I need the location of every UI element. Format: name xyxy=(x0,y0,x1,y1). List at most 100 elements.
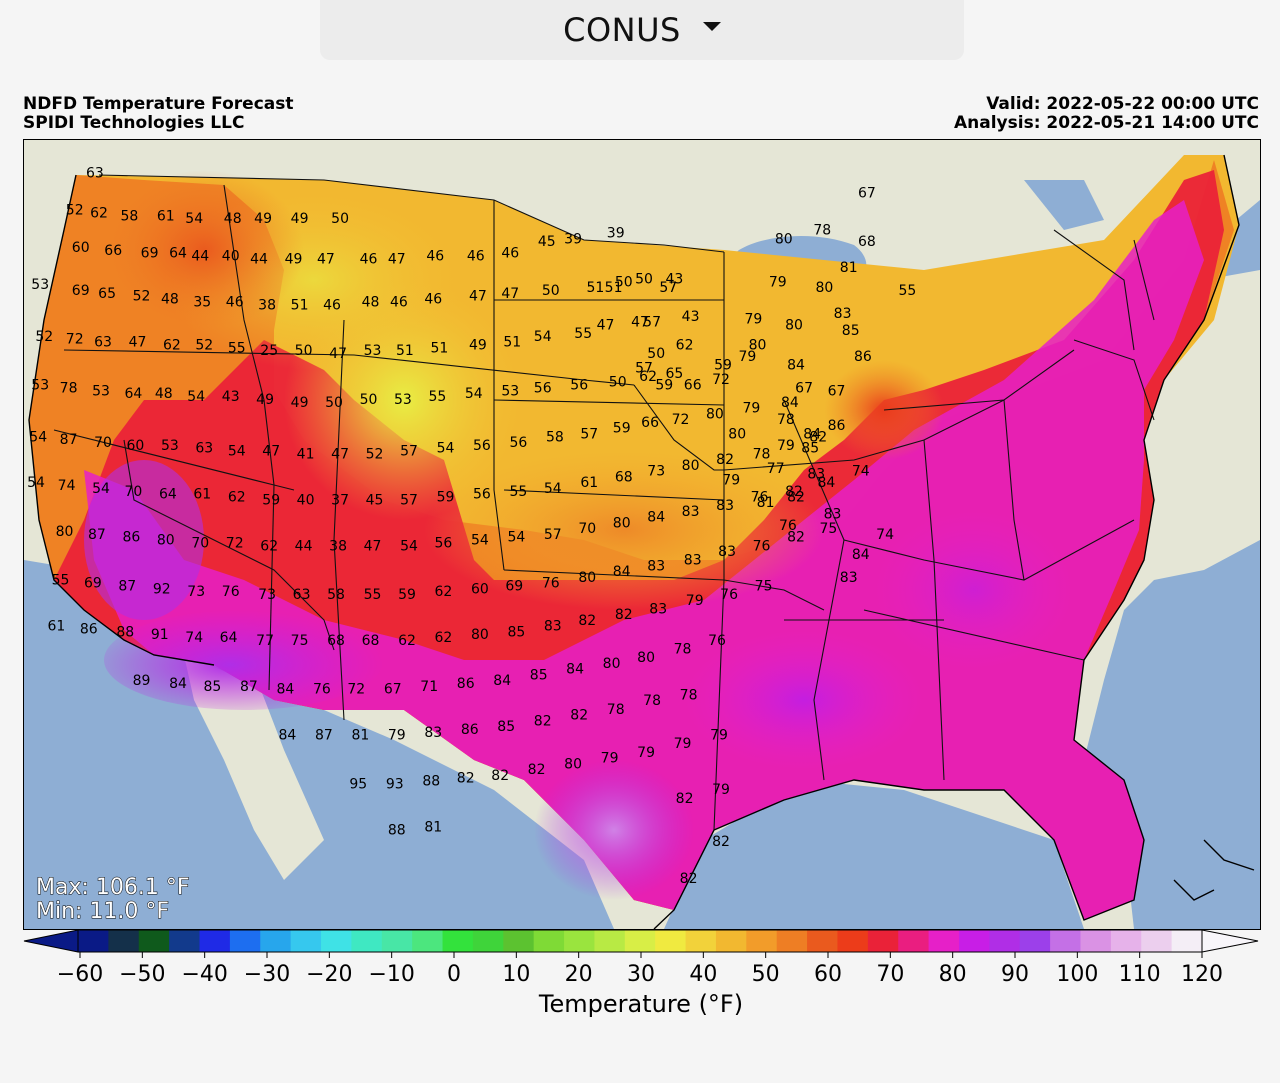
colorbar-cell xyxy=(442,930,474,952)
temperature-value: 80 xyxy=(706,406,724,422)
temperature-value: 80 xyxy=(564,756,582,772)
temperature-value: 68 xyxy=(858,234,876,250)
temperature-value: 46 xyxy=(226,294,244,310)
temperature-value: 73 xyxy=(187,584,205,600)
temperature-value: 59 xyxy=(714,358,732,374)
temperature-value: 82 xyxy=(676,791,694,807)
colorbar-cell xyxy=(685,930,717,952)
temperature-value: 55 xyxy=(52,573,70,589)
temperature-value: 46 xyxy=(390,294,408,310)
region-dropdown[interactable]: CONUS xyxy=(320,0,964,60)
temperature-value: 60 xyxy=(126,438,144,454)
temperature-value: 48 xyxy=(155,386,173,402)
temperature-value: 54 xyxy=(465,386,483,402)
temperature-value: 84 xyxy=(817,475,835,491)
colorbar-tick-label: 60 xyxy=(814,962,842,987)
temperature-value: 37 xyxy=(331,492,349,508)
colorbar-tick-label: 0 xyxy=(447,962,461,987)
temperature-value: 81 xyxy=(757,495,775,511)
temperature-value: 47 xyxy=(129,335,147,351)
temperature-value: 62 xyxy=(90,206,108,222)
temperature-value: 83 xyxy=(840,570,858,586)
temperature-value: 84 xyxy=(278,728,296,744)
temperature-value: 83 xyxy=(649,601,667,617)
temperature-value: 54 xyxy=(437,441,455,457)
temperature-value: 55 xyxy=(509,484,527,500)
colorbar-cell xyxy=(351,930,383,952)
temperature-value: 47 xyxy=(331,447,349,463)
temperature-value: 82 xyxy=(491,768,509,784)
temperature-value: 80 xyxy=(578,570,596,586)
temperature-value: 84 xyxy=(852,547,870,563)
temperature-value: 47 xyxy=(597,317,615,333)
temperature-value: 86 xyxy=(461,722,479,738)
colorbar-tick-label: 50 xyxy=(752,962,780,987)
colorbar-cell xyxy=(199,930,231,952)
temperature-value: 66 xyxy=(684,378,702,394)
colorbar-tick-label: 110 xyxy=(1119,962,1161,987)
temperature-value: 54 xyxy=(471,533,489,549)
temperature-value: 74 xyxy=(185,630,203,646)
temperature-value: 74 xyxy=(58,478,76,494)
temperature-value: 47 xyxy=(631,315,649,331)
temperature-value: 88 xyxy=(422,774,440,790)
temperature-value: 57 xyxy=(643,315,661,331)
temperature-value: 84 xyxy=(566,662,584,678)
temperature-value: 80 xyxy=(613,515,631,531)
temperature-value: 79 xyxy=(388,728,406,744)
temperature-value: 87 xyxy=(240,679,258,695)
temperature-value: 60 xyxy=(471,581,489,597)
temperature-value: 79 xyxy=(710,728,728,744)
temperature-value: 77 xyxy=(767,461,785,477)
temperature-value: 63 xyxy=(293,587,311,603)
temperature-value: 46 xyxy=(467,249,485,265)
temperature-value: 70 xyxy=(191,535,209,551)
temperature-fill xyxy=(29,155,1239,920)
temperature-value: 92 xyxy=(153,581,171,597)
temperature-value: 56 xyxy=(509,435,527,451)
temperature-value: 78 xyxy=(643,693,661,709)
temperature-value: 54 xyxy=(507,530,525,546)
temperature-value: 86 xyxy=(854,349,872,365)
colorbar-cell xyxy=(1050,930,1082,952)
analysis-time: Analysis: 2022-05-21 14:00 UTC xyxy=(954,113,1259,133)
temperature-value: 84 xyxy=(647,510,665,526)
temperature-value: 84 xyxy=(493,673,511,689)
temperature-value: 49 xyxy=(285,251,303,267)
temperature-value: 54 xyxy=(185,211,203,227)
temperature-value: 58 xyxy=(327,587,345,603)
valid-time: Valid: 2022-05-22 00:00 UTC xyxy=(986,94,1259,114)
colorbar-tick-label: −30 xyxy=(244,962,290,987)
map-header-right: Valid: 2022-05-22 00:00 UTC Analysis: 20… xyxy=(954,95,1259,133)
temperature-value: 47 xyxy=(317,251,335,267)
temperature-value: 62 xyxy=(228,490,246,506)
temperature-value: 51 xyxy=(396,343,414,359)
temperature-value: 75 xyxy=(819,521,837,537)
temperature-value: 76 xyxy=(751,490,769,506)
temperature-value: 67 xyxy=(858,185,876,201)
temperature-value: 69 xyxy=(72,283,90,299)
temperature-value: 81 xyxy=(840,260,858,276)
temperature-value: 52 xyxy=(366,447,384,463)
temperature-value: 80 xyxy=(157,533,175,549)
colorbar-cell xyxy=(776,930,808,952)
colorbar-cell xyxy=(898,930,930,952)
temperature-value: 40 xyxy=(222,249,240,265)
coastlines xyxy=(28,154,1255,929)
temperature-value: 61 xyxy=(580,475,598,491)
temperature-value: 62 xyxy=(260,538,278,554)
temperature-value: 52 xyxy=(133,289,151,305)
temperature-value: 67 xyxy=(828,383,846,399)
temperature-value: 69 xyxy=(84,576,102,592)
colorbar-cell xyxy=(78,930,109,952)
colorbar-tick-label: −10 xyxy=(368,962,414,987)
temperature-value: 80 xyxy=(749,337,767,353)
temperature-value: 50 xyxy=(360,392,378,408)
temperature-value: 85 xyxy=(801,441,819,457)
colorbar-tick-label: 120 xyxy=(1181,962,1223,987)
temperature-value: 78 xyxy=(60,381,78,397)
colorbar-cell xyxy=(1171,930,1203,952)
temperature-value: 80 xyxy=(785,317,803,333)
temperature-value: 47 xyxy=(329,346,347,362)
